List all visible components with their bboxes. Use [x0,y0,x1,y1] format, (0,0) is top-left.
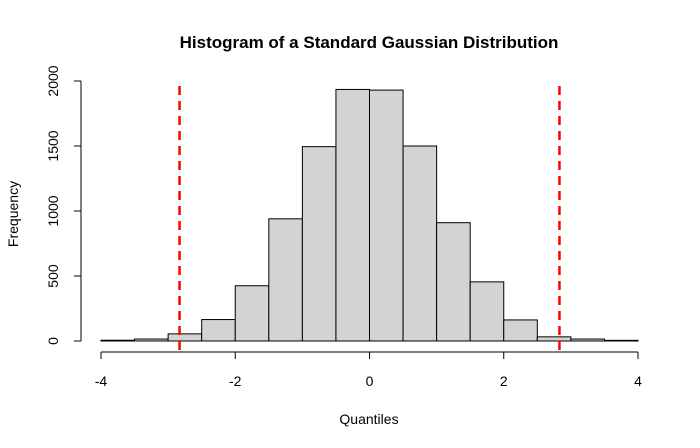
histogram-bar-1 [100,339,136,342]
histogram-bar-2 [134,338,169,342]
histogram-bar-14 [536,336,572,342]
x-axis-label: Quantiles [339,411,398,427]
bars-layer [100,88,639,342]
x-axis: -4 -2 0 2 4 [95,351,642,389]
histogram-bar-4 [201,319,236,342]
y-tick-label: 2000 [45,65,61,96]
y-tick-label: 1500 [45,130,61,161]
histogram-bar-15 [570,338,605,342]
histogram-bar-5 [234,285,270,342]
x-tick-label: 4 [634,373,642,389]
histogram-bar-11 [436,222,471,342]
histogram-bar-10 [402,145,438,342]
x-tick-label: -4 [95,373,108,389]
chart-title: Histogram of a Standard Gaussian Distrib… [180,33,559,52]
y-axis: 0 500 1000 1500 2000 [45,65,82,345]
histogram-bar-12 [469,281,505,342]
histogram-bar-16 [603,339,639,342]
histogram-bar-13 [503,319,538,342]
x-tick-label: -2 [229,373,242,389]
histogram-bar-3 [167,333,203,342]
x-tick-label: 0 [366,373,374,389]
y-axis-label: Frequency [5,181,21,247]
y-tick-label: 500 [45,264,61,288]
histogram-bar-8 [335,88,370,342]
histogram-bar-6 [268,218,303,342]
histogram-bar-7 [301,146,337,342]
x-tick-label: 2 [500,373,508,389]
y-tick-label: 1000 [45,195,61,226]
histogram-bar-9 [369,89,404,342]
y-tick-label: 0 [45,337,61,345]
